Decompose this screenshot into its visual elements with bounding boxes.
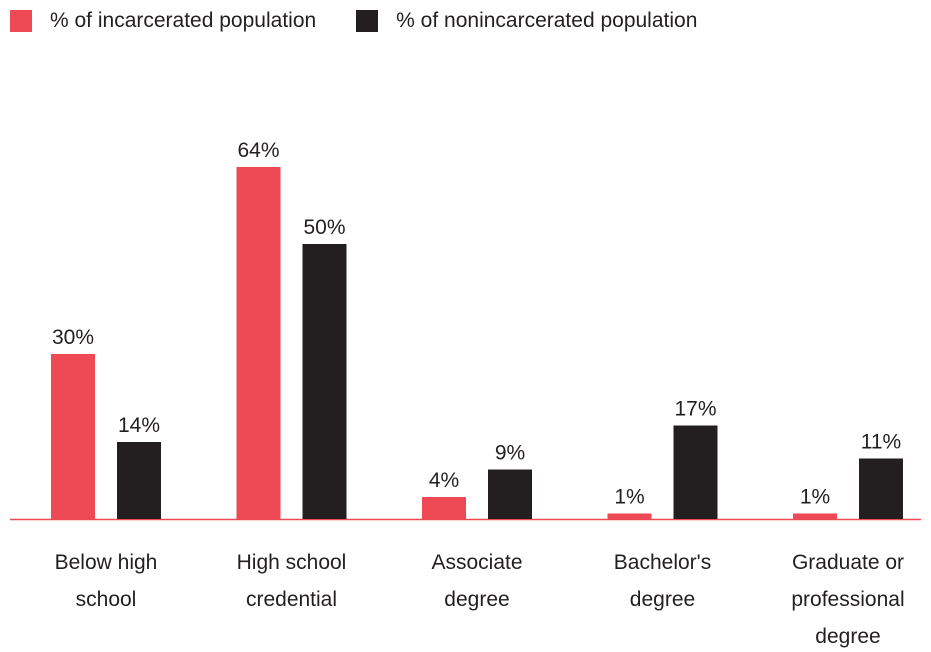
data-label: 4% <box>429 469 459 492</box>
bar-nonincarcerated <box>117 442 161 519</box>
data-label: 1% <box>800 486 830 509</box>
legend-label-nonincarcerated: % of nonincarcerated population <box>396 9 698 32</box>
bar-incarcerated <box>236 167 281 519</box>
category-label: Graduate or professional degree <box>791 551 904 648</box>
data-label: 64% <box>237 139 279 162</box>
bar-nonincarcerated <box>302 244 347 519</box>
category-label: High school credential <box>237 551 347 611</box>
data-label: 1% <box>614 486 644 509</box>
legend-label-incarcerated: % of incarcerated population <box>50 9 317 32</box>
category-label: Associate degree <box>431 551 522 611</box>
category-label: Below high school <box>55 551 158 611</box>
data-label: 14% <box>118 414 160 437</box>
legend: % of incarcerated population % of noninc… <box>10 9 697 33</box>
bar-incarcerated <box>793 513 837 519</box>
bar-nonincarcerated <box>488 469 532 519</box>
data-label: 30% <box>52 326 94 349</box>
legend-item-nonincarcerated[interactable]: % of nonincarcerated population <box>356 9 697 33</box>
legend-item-incarcerated[interactable]: % of incarcerated population <box>10 9 316 33</box>
bar-incarcerated <box>51 354 95 519</box>
data-label: 9% <box>495 442 525 465</box>
legend-swatch-nonincarcerated <box>356 10 379 32</box>
bar-incarcerated <box>422 497 466 519</box>
data-label: 17% <box>674 398 716 421</box>
bar-incarcerated <box>607 513 652 519</box>
legend-swatch-incarcerated <box>10 10 32 32</box>
bar-nonincarcerated <box>673 425 718 519</box>
data-label: 50% <box>303 216 345 239</box>
data-label: 11% <box>861 431 901 454</box>
bar-nonincarcerated <box>859 458 903 519</box>
category-label: Bachelor's degree <box>614 551 711 611</box>
